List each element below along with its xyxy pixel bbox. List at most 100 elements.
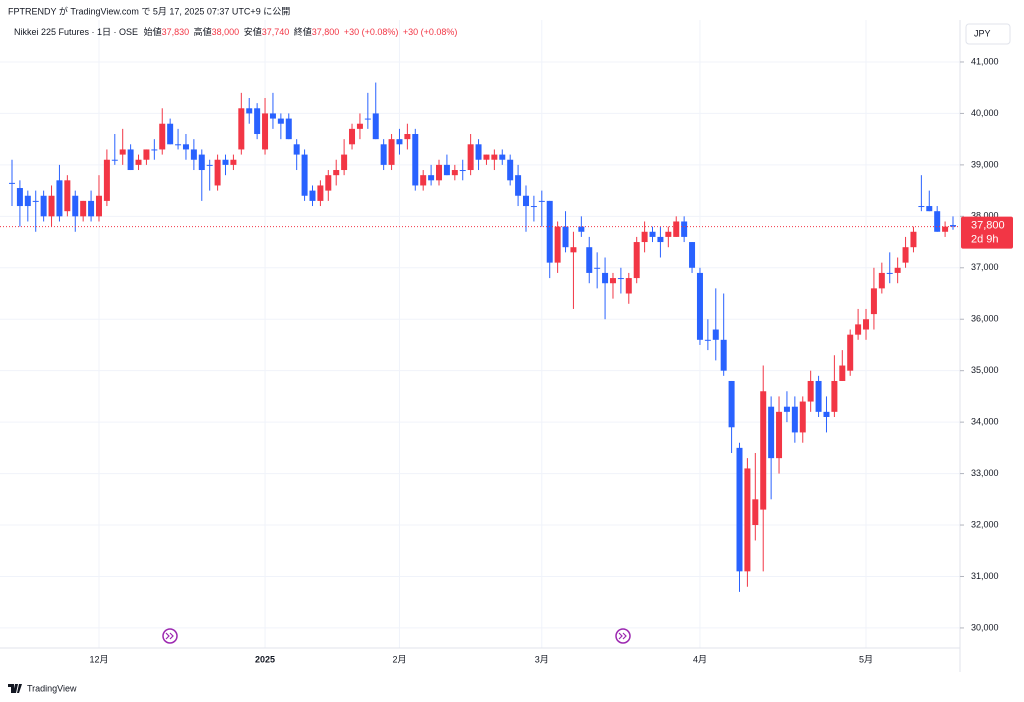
legend-high-label: 高値 (194, 26, 212, 37)
candle-body (546, 200, 553, 263)
candle-body (475, 144, 482, 160)
candle-body (48, 195, 55, 217)
candle-body (894, 267, 901, 273)
candle-body (167, 123, 174, 145)
candle-body (72, 195, 79, 217)
event-icon[interactable] (615, 628, 631, 644)
candle-body (720, 339, 727, 371)
y-tick-label: 34,000 (971, 417, 999, 427)
x-tick-label: 4月 (693, 654, 707, 664)
candle-body (32, 200, 39, 202)
candle-body (934, 211, 941, 232)
last-price: 37,800 (971, 220, 1005, 232)
candle-body (791, 406, 798, 433)
candle-body (135, 159, 142, 165)
footer-logo (8, 684, 22, 693)
candle-body (380, 144, 387, 165)
candle-body (301, 154, 308, 196)
candle-body (799, 401, 806, 433)
candle-body (182, 144, 189, 150)
candle-body (625, 278, 632, 294)
candle-body (24, 195, 31, 207)
currency-button[interactable] (965, 23, 1011, 45)
candle-body (886, 272, 893, 274)
candle-body (372, 113, 379, 140)
candle-body (80, 200, 87, 217)
candle-body (910, 231, 917, 248)
candle-body (522, 195, 529, 207)
candle-body (902, 247, 909, 263)
candle-body (317, 185, 324, 201)
candle-body (404, 134, 411, 140)
candle-body (736, 447, 743, 572)
candle-body (396, 139, 403, 145)
event-icon[interactable] (162, 628, 178, 644)
candle-body (586, 247, 593, 273)
published-note: FPTRENDY が TradingView.com で 5月 17, 2025… (8, 5, 290, 16)
legend-symbol: Nikkei 225 Futures · 1日 · OSE (14, 27, 138, 37)
y-tick-label: 33,000 (971, 468, 999, 478)
candle-body (847, 334, 854, 371)
y-tick-label: 38,000 (971, 211, 999, 221)
candle-body (507, 159, 514, 181)
y-tick-label: 35,000 (971, 365, 999, 375)
candle-body (356, 123, 363, 129)
candle-body (333, 170, 340, 176)
candle-body (246, 108, 253, 114)
candle-body (878, 272, 885, 289)
candle-body (918, 206, 925, 208)
candle-body (776, 411, 783, 459)
candle-body (483, 154, 490, 160)
candle-body (768, 406, 775, 459)
candle-body (657, 236, 664, 243)
y-tick-label: 32,000 (971, 519, 999, 529)
candle-body (349, 128, 356, 145)
candle-body (704, 339, 711, 341)
candle-body (578, 226, 585, 232)
y-tick-label: 36,000 (971, 314, 999, 324)
footer-brand: TradingView (27, 683, 77, 693)
candle-body (206, 164, 213, 166)
candle-body (870, 288, 877, 315)
legend-low-label: 安値 (244, 26, 262, 37)
legend-change-pct: +30 (+0.08%) (403, 27, 458, 37)
currency[interactable]: JPY (974, 28, 991, 38)
candle-body (942, 226, 949, 232)
legend-open: 37,830 (162, 27, 190, 37)
candle-body (673, 221, 680, 237)
x-tick-label: 12月 (89, 654, 108, 664)
candle-body (641, 231, 648, 243)
legend-high: 38,000 (212, 27, 240, 37)
candle-body (364, 118, 371, 120)
x-tick-label: 2月 (392, 654, 406, 664)
legend-low: 37,740 (262, 27, 290, 37)
countdown: 2d 9h (971, 234, 999, 246)
candle-body (88, 200, 95, 217)
legend-close: 37,800 (312, 27, 340, 37)
candle-body (752, 499, 759, 526)
candle-body (689, 242, 696, 268)
legend-change: +30 (+0.08%) (344, 27, 399, 37)
candle-body (807, 380, 814, 402)
candle-body (119, 149, 126, 155)
candle-body (127, 149, 134, 171)
y-tick-label: 30,000 (971, 622, 999, 632)
candle-body (467, 144, 474, 171)
y-tick-label: 37,000 (971, 262, 999, 272)
candle-body (262, 113, 269, 150)
candles (0, 82, 960, 592)
candle-body (388, 139, 395, 165)
candle-body (428, 175, 435, 181)
candle-body (926, 206, 933, 212)
y-tick-label: 41,000 (971, 56, 999, 66)
candle-body (491, 154, 498, 160)
candle-body (617, 278, 624, 280)
candle-body (783, 406, 790, 412)
candle-body (420, 175, 427, 186)
candle-body (831, 380, 838, 412)
candle-body (309, 190, 316, 201)
candle-body (696, 272, 703, 340)
candle-body (40, 195, 47, 217)
